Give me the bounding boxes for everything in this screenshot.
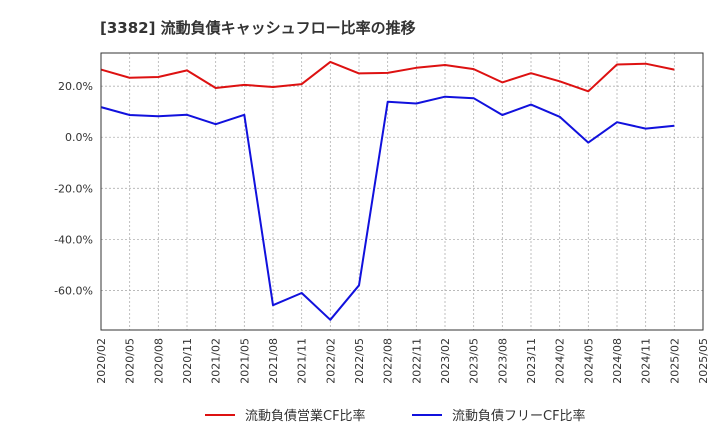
chart-title: [3382] 流動負債キャッシュフロー比率の推移 <box>100 19 416 37</box>
legend-label-2: 流動負債フリーCF比率 <box>452 408 586 424</box>
x-axis-ticks: 2020/02 2020/05 2020/08 2020/11 2021/02 2021/… <box>95 338 710 384</box>
x-tick-label: 2024/05 <box>582 338 595 384</box>
x-tick-label: 2025/02 <box>668 338 681 384</box>
x-tick-label: 2020/11 <box>181 338 194 384</box>
x-tick-label: 2025/05 <box>697 338 710 384</box>
y-tick-label: -60.0% <box>54 284 93 297</box>
x-tick-label: 2022/05 <box>353 338 366 384</box>
y-tick-label: 0.0% <box>65 131 93 144</box>
x-tick-label: 2022/02 <box>324 338 337 384</box>
grid <box>100 53 704 330</box>
x-tick-label: 2021/05 <box>238 338 251 384</box>
y-axis-ticks: 20.0% 0.0% -20.0% -40.0% -60.0% <box>54 80 93 297</box>
x-tick-label: 2022/11 <box>410 338 423 384</box>
series-lines <box>100 60 675 321</box>
x-tick-label: 2020/02 <box>95 338 108 384</box>
series-line-2 <box>100 95 675 321</box>
x-tick-label: 2023/02 <box>439 338 452 384</box>
x-tick-label: 2023/08 <box>496 338 509 384</box>
series-line-1 <box>100 60 675 93</box>
y-tick-label: -40.0% <box>54 233 93 246</box>
x-tick-label: 2023/11 <box>525 338 538 384</box>
y-tick-label: 20.0% <box>58 80 93 93</box>
x-tick-label: 2020/05 <box>124 338 137 384</box>
y-tick-label: -20.0% <box>54 182 93 195</box>
x-tick-label: 2021/08 <box>267 338 280 384</box>
x-tick-label: 2024/08 <box>611 338 624 384</box>
x-tick-label: 2021/11 <box>296 338 309 384</box>
legend-label-1: 流動負債営業CF比率 <box>245 408 366 424</box>
x-tick-label: 2022/08 <box>382 338 395 384</box>
x-tick-label: 2020/08 <box>152 338 165 384</box>
plot-area-frame <box>100 52 704 331</box>
legend: 流動負債営業CF比率 流動負債フリーCF比率 <box>205 408 586 424</box>
x-tick-label: 2024/11 <box>640 338 653 384</box>
x-tick-label: 2023/05 <box>468 338 481 384</box>
x-tick-label: 2024/02 <box>554 338 567 384</box>
x-tick-label: 2021/02 <box>210 338 223 384</box>
